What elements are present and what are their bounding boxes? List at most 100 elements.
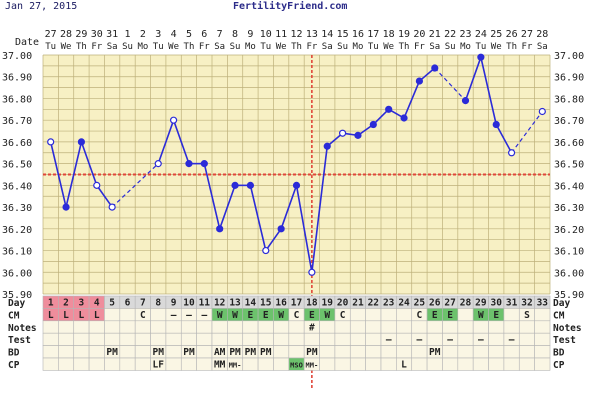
cell-text-day: 6 [125, 298, 131, 309]
cell-test [457, 332, 474, 346]
date-label: 28 [60, 29, 72, 40]
cell-notes [534, 320, 551, 334]
cell-cp [134, 357, 151, 371]
cell-test [150, 332, 167, 346]
temp-point [400, 114, 408, 122]
cell-cp [104, 357, 121, 371]
temp-point-hollow [262, 246, 270, 255]
date-label: 30 [91, 29, 103, 40]
cell-text-test: — [417, 335, 423, 346]
date-label: 10 [260, 29, 272, 40]
cell-test [349, 332, 366, 346]
cell-text-bd: PM [260, 347, 272, 358]
cell-text-day: 33 [537, 298, 549, 309]
cell-notes [288, 320, 305, 334]
cell-text-day: 24 [398, 298, 410, 309]
temp-line-dashed [111, 163, 159, 208]
cell-bd [73, 345, 90, 359]
cell-bd [442, 345, 459, 359]
cell-cp [426, 357, 443, 371]
cell-test [488, 332, 505, 346]
cell-test [165, 332, 182, 346]
cell-bd [58, 345, 75, 359]
cell-text-cp: MM [214, 360, 226, 371]
cell-notes [58, 320, 75, 334]
cell-test [242, 332, 259, 346]
cell-bd [88, 345, 105, 359]
cell-notes [365, 320, 382, 334]
temp-line [265, 228, 282, 252]
weekday-label: We [276, 42, 287, 52]
cell-text-test: — [478, 335, 484, 346]
row-label-right-notes: Notes [553, 323, 582, 334]
cell-text-bd: PM [245, 347, 257, 358]
cell-test [73, 332, 90, 346]
cell-bd [288, 345, 305, 359]
y-tick-left: 35.90 [2, 290, 32, 301]
cell-cp [319, 357, 336, 371]
weekday-label: Fr [306, 42, 317, 52]
cell-cm [503, 308, 520, 322]
cell-text-cm: E [432, 310, 438, 321]
cell-cp [442, 357, 459, 371]
temp-line-dashed [511, 111, 543, 154]
row-label-right-cp: CP [553, 360, 565, 371]
cell-test [180, 332, 197, 346]
temp-line [218, 185, 236, 230]
cell-cm [150, 308, 167, 322]
date-label: 29 [75, 29, 87, 40]
cell-test [196, 332, 213, 346]
cell-text-day: 32 [521, 298, 532, 309]
date-label: 3 [155, 29, 161, 40]
cell-text-cp: MSO [290, 362, 303, 370]
date-label: 2 [140, 29, 146, 40]
cell-notes [426, 320, 443, 334]
temp-line [49, 141, 67, 208]
cell-text-cm: E [248, 310, 254, 321]
weekday-label: Tu [260, 42, 271, 52]
weekday-label: We [491, 42, 502, 52]
weekday-label: Su [230, 42, 241, 52]
temp-point-hollow [169, 116, 178, 124]
temp-point [277, 225, 285, 233]
cell-bd [196, 345, 213, 359]
date-label: 9 [247, 29, 253, 40]
cell-cm [457, 308, 474, 322]
row-label-bd: BD [8, 348, 20, 359]
cell-cp [180, 357, 197, 371]
cell-text-day: 19 [322, 298, 334, 309]
y-tick-left: 36.20 [2, 225, 32, 236]
cell-bd [319, 345, 336, 359]
cell-cp [119, 357, 136, 371]
y-tick-left: 36.90 [2, 73, 32, 84]
temp-point [431, 64, 439, 72]
date-label: 7 [217, 29, 223, 40]
weekday-label: Fr [91, 42, 102, 52]
date-label: 20 [413, 29, 425, 40]
y-tick-left: 36.00 [2, 268, 32, 279]
cell-text-cm: E [263, 310, 269, 321]
cell-bd [518, 345, 535, 359]
cell-text-day: 29 [475, 298, 487, 309]
cell-cp [58, 357, 75, 371]
cell-cm [104, 308, 121, 322]
date-label: 22 [444, 29, 456, 40]
cell-test [134, 332, 151, 346]
temp-line [403, 80, 421, 119]
cell-bd [380, 345, 397, 359]
cell-cp [334, 357, 351, 371]
cell-text-day: 3 [79, 298, 85, 309]
cell-text-bd: PM [229, 347, 241, 358]
y-tick-right: 36.10 [554, 247, 584, 258]
temp-point [200, 160, 208, 168]
temp-point-hollow [338, 129, 347, 137]
cell-notes [42, 320, 59, 334]
cell-text-cm: W [217, 310, 223, 321]
date-label: 26 [506, 29, 518, 40]
row-label-cm: CM [8, 310, 20, 321]
cell-test [396, 332, 413, 346]
cell-cm [380, 308, 397, 322]
y-tick-right: 36.40 [554, 181, 584, 192]
temp-point [246, 181, 255, 189]
